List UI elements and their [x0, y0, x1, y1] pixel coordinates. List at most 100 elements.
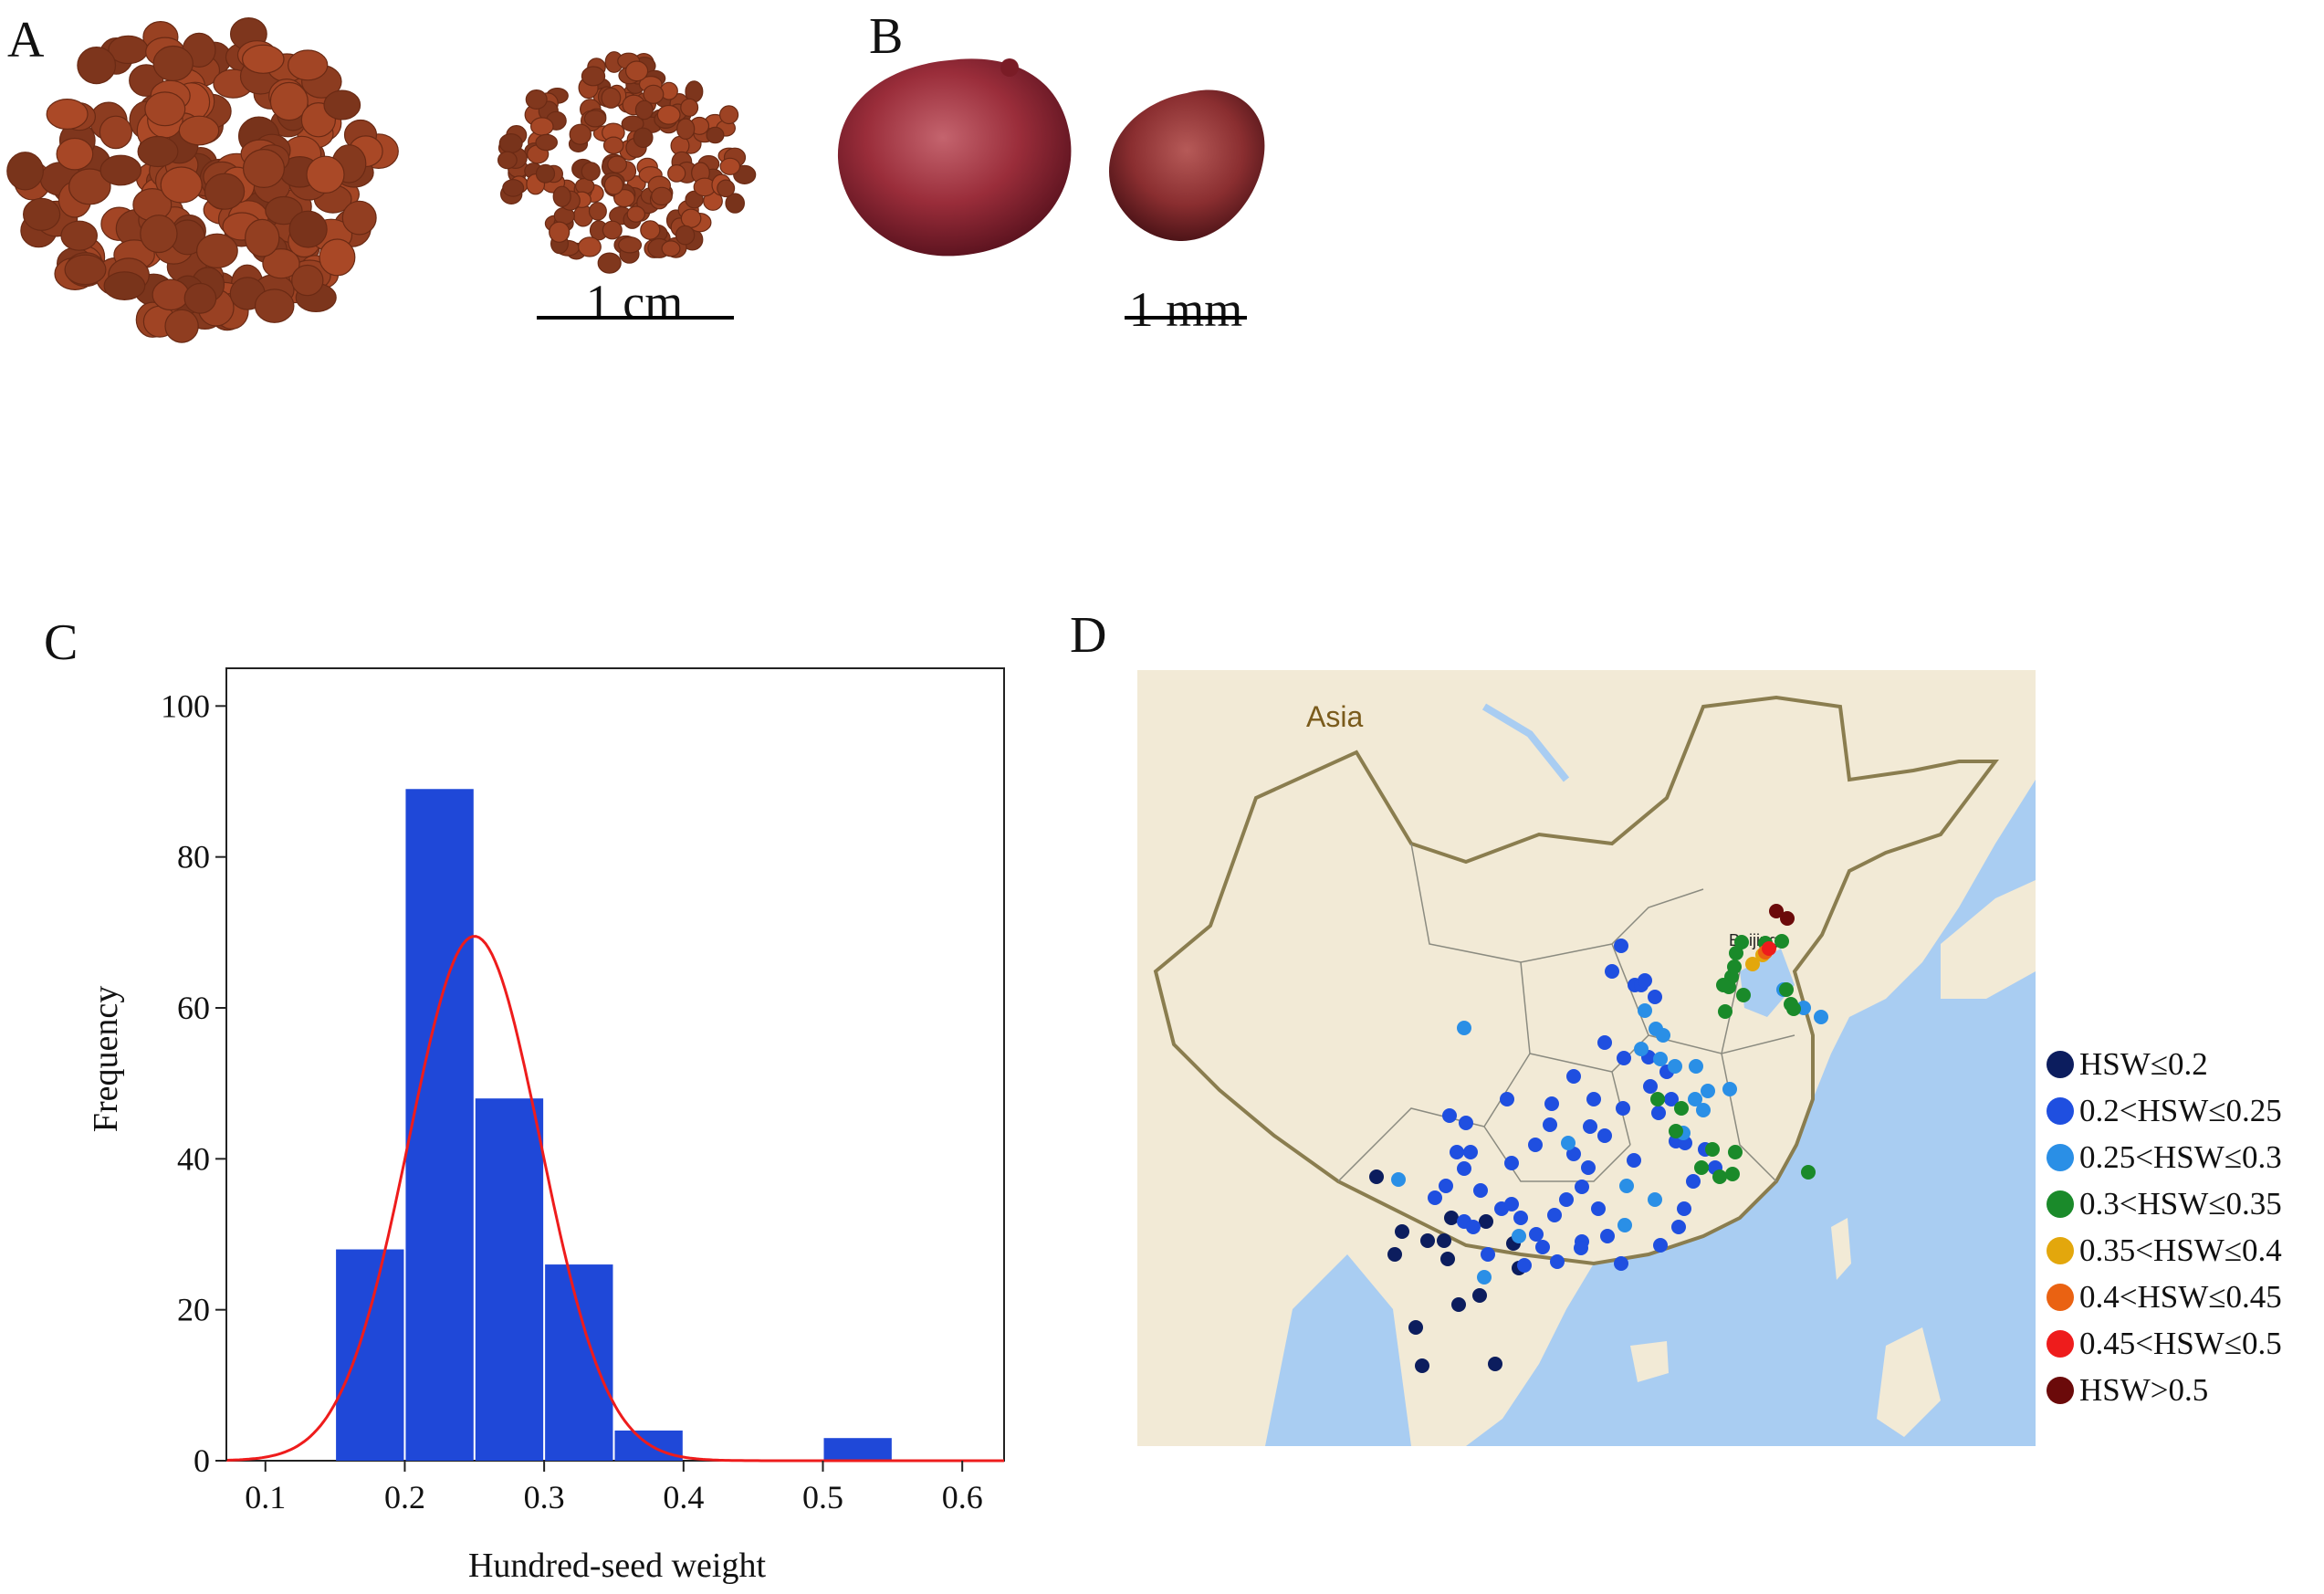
sample-site-dot	[1544, 1096, 1559, 1111]
map-bay-of-bengal	[1265, 1254, 1411, 1446]
seed	[583, 110, 607, 128]
sample-site-dot	[1488, 1357, 1502, 1371]
legend-item: 0.35<HSW≤0.4	[2047, 1227, 2282, 1274]
seed	[245, 218, 280, 257]
seed	[99, 115, 133, 150]
sample-site-dot	[1638, 1003, 1652, 1018]
legend-label: 0.45<HSW≤0.5	[2079, 1325, 2282, 1361]
sample-site-dot	[1686, 1174, 1701, 1189]
map-land-japan	[1941, 880, 2036, 999]
sample-site-dot	[1668, 1059, 1682, 1074]
y-tick-label: 60	[177, 990, 210, 1026]
seed	[535, 163, 556, 184]
x-tick-label: 0.2	[384, 1479, 425, 1515]
sample-site-dot	[1586, 1092, 1601, 1106]
map-land	[1137, 670, 2036, 1446]
seed	[341, 200, 377, 236]
sample-site-dot	[1651, 1106, 1666, 1120]
seed	[597, 252, 622, 274]
seed	[601, 87, 622, 109]
sample-site-dot	[1701, 1084, 1715, 1098]
seed-closeup-hilum	[1000, 58, 1019, 77]
legend-item: HSW>0.5	[2047, 1367, 2282, 1413]
sample-site-dot	[1504, 1197, 1519, 1211]
map-legend: HSW≤0.2 0.2<HSW≤0.25 0.25<HSW≤0.3 0.3<HS…	[2047, 1041, 2282, 1413]
sample-site-dot	[1513, 1211, 1528, 1225]
sample-site-dot	[1727, 960, 1742, 974]
seed	[581, 66, 606, 87]
sample-site-dot	[1481, 1247, 1495, 1262]
sample-site-dot	[1559, 1192, 1574, 1207]
seed	[265, 195, 303, 225]
sample-site-dot	[1705, 1142, 1720, 1157]
sample-site-dot	[1439, 1179, 1453, 1193]
seed	[725, 193, 746, 214]
seed	[613, 189, 635, 208]
sample-site-dot	[1814, 1010, 1828, 1024]
sample-site-dot	[1442, 1108, 1457, 1123]
seed-photo-large-pile	[6, 17, 399, 343]
sample-site-dot	[1566, 1147, 1581, 1161]
x-axis-title: Hundred-seed weight	[468, 1547, 767, 1585]
seed	[160, 166, 203, 204]
sample-site-dot	[1477, 1270, 1492, 1285]
seed	[269, 81, 309, 121]
panel-b-label: B	[869, 8, 904, 65]
scale-bar-mm	[1125, 316, 1247, 320]
sample-site-dot	[1597, 1035, 1612, 1050]
seed	[634, 100, 654, 121]
seed-closeup-small	[1109, 89, 1265, 241]
legend-label: 0.3<HSW≤0.35	[2079, 1185, 2282, 1222]
sample-site-dot	[1729, 946, 1743, 960]
sample-site-dot	[1440, 1252, 1455, 1266]
seed	[626, 205, 645, 223]
sample-site-dot	[1677, 1201, 1691, 1216]
sample-site-dot	[1420, 1233, 1435, 1248]
sample-site-dot	[1451, 1297, 1466, 1312]
sample-site-dot	[1779, 982, 1794, 997]
sample-site-dot	[1437, 1233, 1451, 1248]
scale-bar-cm	[537, 316, 734, 320]
sample-site-dot	[1643, 1079, 1658, 1094]
seed	[602, 220, 623, 240]
sample-site-dot	[1616, 1101, 1630, 1116]
map-land-taiwan	[1831, 1218, 1851, 1280]
seed	[685, 190, 704, 209]
sample-site-dot	[1369, 1169, 1384, 1184]
seed	[706, 126, 725, 144]
legend-item: 0.2<HSW≤0.25	[2047, 1087, 2282, 1134]
seed	[549, 221, 571, 243]
seed	[243, 149, 286, 189]
y-tick-label: 40	[177, 1140, 210, 1177]
sample-site-dot	[1648, 990, 1662, 1004]
seed	[254, 288, 295, 323]
seed	[581, 162, 601, 182]
sample-site-dot	[1605, 964, 1619, 979]
sample-site-dot	[1547, 1208, 1562, 1222]
histogram-bar	[336, 1249, 404, 1461]
sample-site-dot	[1550, 1254, 1565, 1269]
sample-site-dot	[1575, 1180, 1589, 1194]
sample-site-dot	[1669, 1124, 1683, 1138]
seed	[137, 135, 179, 168]
sample-site-dot	[1543, 1117, 1557, 1132]
map-label-asia: Asia	[1306, 700, 1363, 733]
seed	[502, 179, 525, 197]
legend-dot-icon	[2047, 1096, 2074, 1125]
sample-site-dot	[1387, 1247, 1402, 1262]
normal-fit-curve	[225, 935, 1004, 1463]
sample-site-dot	[1614, 939, 1628, 953]
y-tick-label: 80	[177, 839, 210, 876]
sample-site-dot	[1479, 1214, 1493, 1229]
y-axis-title: Frequency	[87, 986, 125, 1132]
sample-site-dot	[1466, 1220, 1481, 1234]
sample-site-dot	[1391, 1172, 1406, 1187]
map-land-hainan	[1630, 1341, 1669, 1382]
seed	[607, 155, 628, 173]
seed-photo-small-pile	[497, 51, 757, 274]
sample-site-dot	[1500, 1092, 1514, 1106]
seed	[152, 45, 194, 82]
seed	[667, 163, 686, 183]
sample-site-dot	[1528, 1138, 1543, 1152]
map-land-korea	[1831, 825, 1904, 944]
